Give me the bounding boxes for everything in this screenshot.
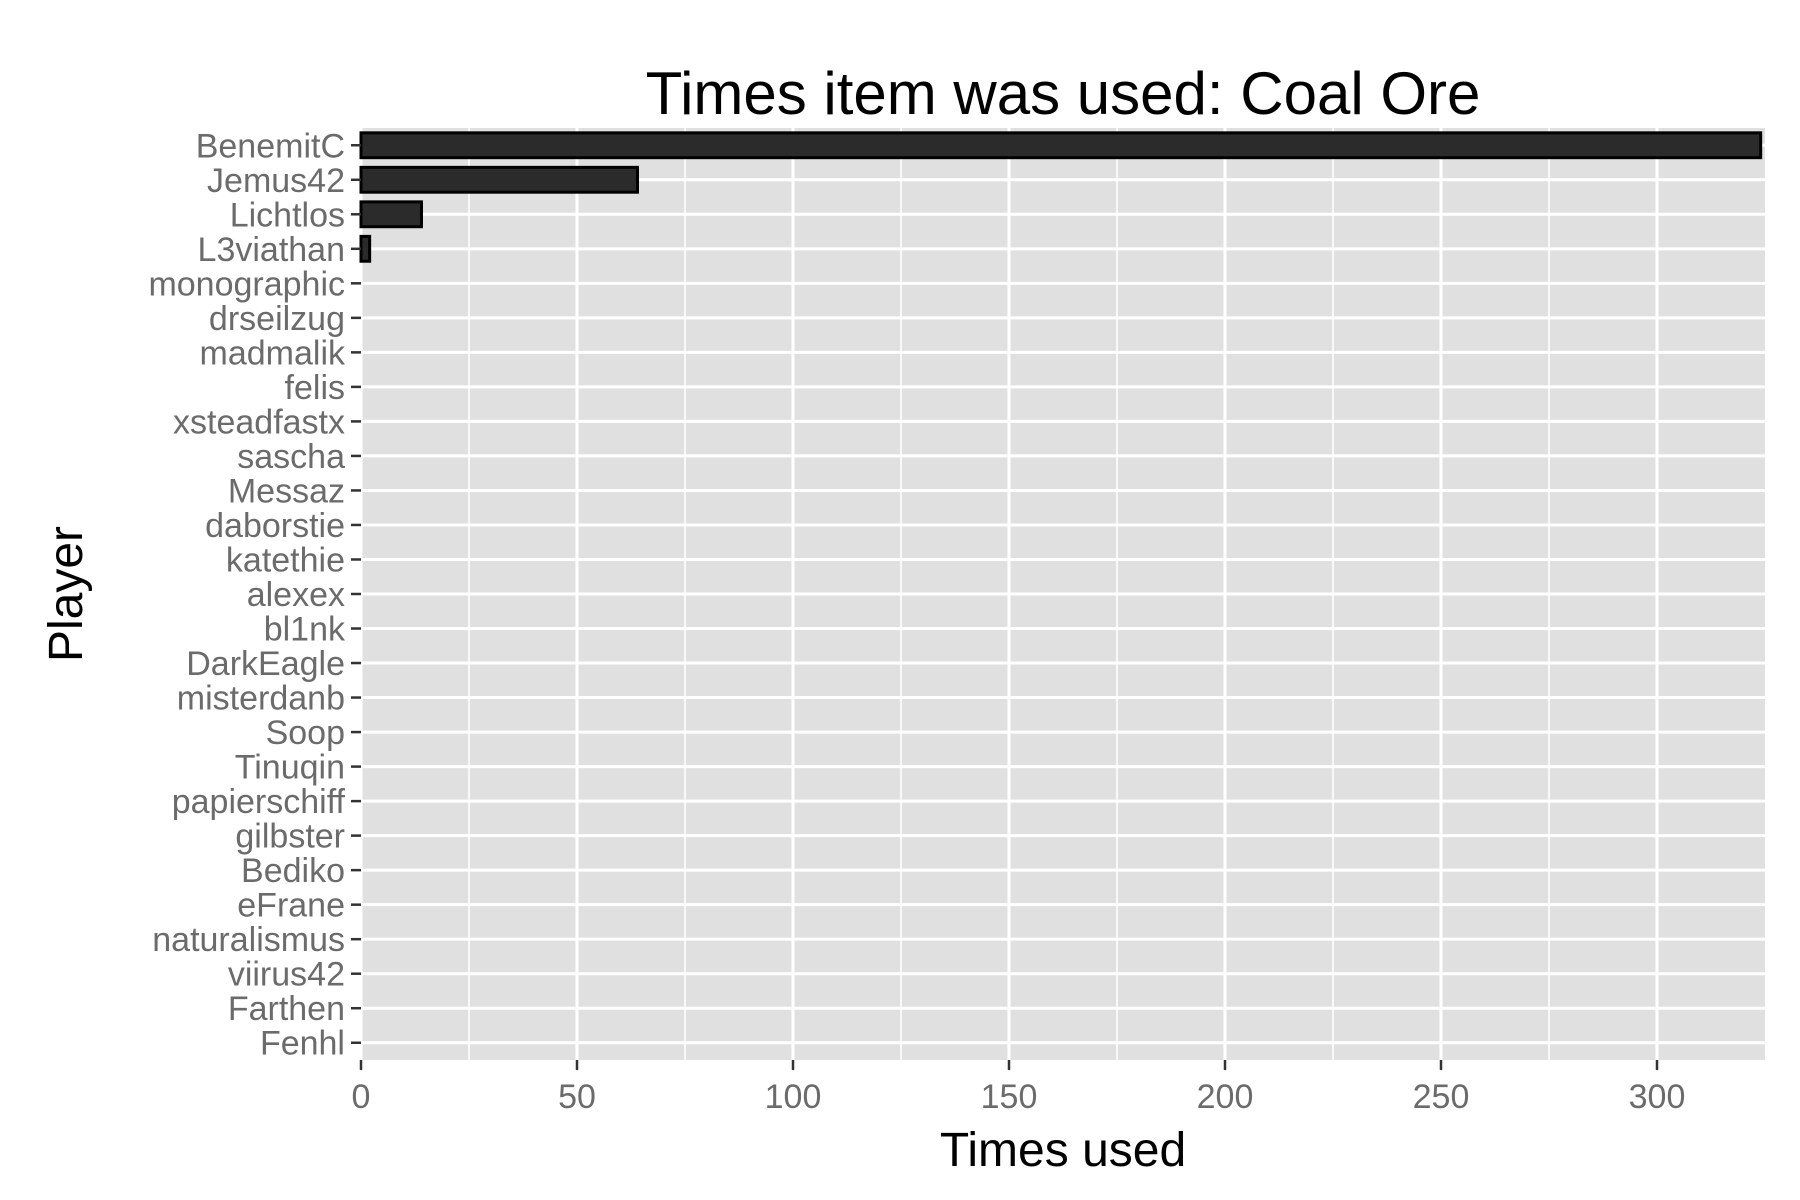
x-axis: 0 50 100 150 200 250 300 xyxy=(352,1060,1686,1116)
y-axis: BenemitCJemus42LichtlosL3viathanmonograp… xyxy=(148,127,361,1063)
y-tick-label: L3viathan xyxy=(198,231,345,269)
y-tick-label: daborstie xyxy=(205,507,345,545)
x-tick-label: 50 xyxy=(558,1078,596,1116)
y-tick-label: Fenhl xyxy=(260,1025,345,1063)
bar xyxy=(359,234,372,263)
x-tick-label: 100 xyxy=(765,1078,822,1116)
y-tick-label: BenemitC xyxy=(196,127,345,165)
y-tick-label: alexex xyxy=(247,576,345,614)
bar xyxy=(359,131,1763,160)
grid-lines xyxy=(359,128,1765,1060)
y-tick-label: Bediko xyxy=(241,852,345,890)
y-tick-label: Lichtlos xyxy=(230,196,345,234)
y-tick-label: eFrane xyxy=(237,887,345,925)
y-tick-label: sascha xyxy=(237,438,345,476)
y-tick-label: gilbster xyxy=(235,818,345,856)
y-tick-label: Tinuqin xyxy=(235,749,345,787)
chart-title: Times item was used: Coal Ore xyxy=(646,60,1481,127)
bar xyxy=(359,165,639,194)
x-tick-label: 150 xyxy=(981,1078,1038,1116)
y-tick-label: Jemus42 xyxy=(207,162,345,200)
bar xyxy=(359,200,423,229)
y-tick-label: xsteadfastx xyxy=(173,403,345,441)
y-tick-label: Farthen xyxy=(228,990,345,1028)
y-tick-label: papierschiff xyxy=(172,783,346,821)
y-tick-label: madmalik xyxy=(200,334,346,372)
y-tick-label: naturalismus xyxy=(152,921,345,959)
x-tick-label: 250 xyxy=(1413,1078,1470,1116)
x-axis-title: Times used xyxy=(940,1124,1186,1177)
y-tick-label: DarkEagle xyxy=(186,645,345,683)
y-tick-label: felis xyxy=(285,369,345,407)
y-tick-label: monographic xyxy=(148,265,345,303)
x-tick-label: 200 xyxy=(1197,1078,1254,1116)
x-tick-label: 0 xyxy=(352,1078,371,1116)
y-axis-title: Player xyxy=(40,526,93,662)
y-tick-label: Messaz xyxy=(228,472,345,510)
y-tick-label: viirus42 xyxy=(228,956,345,994)
y-tick-label: bl1nk xyxy=(264,611,346,649)
y-tick-label: Soop xyxy=(266,714,345,752)
y-tick-label: katethie xyxy=(226,541,345,579)
y-tick-label: drseilzug xyxy=(209,300,345,338)
x-tick-label: 300 xyxy=(1629,1078,1686,1116)
y-tick-label: misterdanb xyxy=(177,680,345,718)
